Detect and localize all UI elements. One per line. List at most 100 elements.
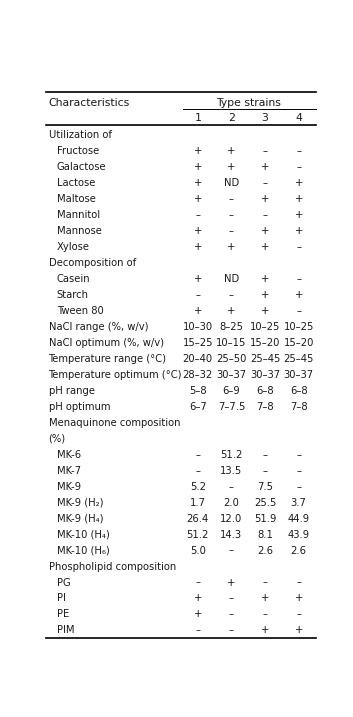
Text: –: –	[229, 594, 234, 604]
Text: 7–8: 7–8	[290, 402, 307, 412]
Text: –: –	[195, 450, 200, 460]
Text: –: –	[263, 450, 268, 460]
Text: Xylose: Xylose	[57, 242, 90, 252]
Text: –: –	[263, 465, 268, 475]
Text: +: +	[294, 210, 303, 220]
Text: –: –	[229, 609, 234, 619]
Text: MK-7: MK-7	[57, 465, 81, 475]
Text: 44.9: 44.9	[288, 513, 310, 523]
Text: PI: PI	[57, 594, 66, 604]
Text: 5.0: 5.0	[190, 546, 206, 556]
Text: 6–7: 6–7	[189, 402, 207, 412]
Text: +: +	[294, 625, 303, 635]
Text: 30–37: 30–37	[250, 370, 280, 380]
Text: MK-9 (H₂): MK-9 (H₂)	[57, 498, 103, 508]
Text: 30–37: 30–37	[216, 370, 246, 380]
Text: 6–8: 6–8	[290, 386, 307, 396]
Text: –: –	[229, 546, 234, 556]
Text: –: –	[195, 210, 200, 220]
Text: +: +	[294, 594, 303, 604]
Text: +: +	[227, 242, 235, 252]
Text: 10–15: 10–15	[216, 338, 247, 348]
Text: 5–8: 5–8	[189, 386, 207, 396]
Text: Phospholipid composition: Phospholipid composition	[48, 561, 176, 571]
Text: –: –	[263, 609, 268, 619]
Text: MK-10 (H₆): MK-10 (H₆)	[57, 546, 109, 556]
Text: 12.0: 12.0	[220, 513, 243, 523]
Text: Type strains: Type strains	[216, 98, 281, 108]
Text: –: –	[263, 577, 268, 587]
Text: 25–45: 25–45	[250, 353, 280, 364]
Text: 7.5: 7.5	[257, 482, 273, 492]
Text: 51.9: 51.9	[254, 513, 276, 523]
Text: 2.6: 2.6	[291, 546, 307, 556]
Text: –: –	[229, 194, 234, 204]
Text: –: –	[263, 178, 268, 188]
Text: Lactose: Lactose	[57, 178, 95, 188]
Text: –: –	[296, 450, 301, 460]
Text: –: –	[229, 226, 234, 236]
Text: Temperature optimum (°C): Temperature optimum (°C)	[48, 370, 182, 380]
Text: 3: 3	[262, 113, 269, 123]
Text: –: –	[229, 210, 234, 220]
Text: 26.4: 26.4	[187, 513, 209, 523]
Text: 14.3: 14.3	[220, 530, 243, 540]
Text: 10–30: 10–30	[183, 322, 213, 332]
Text: +: +	[193, 226, 202, 236]
Text: +: +	[193, 274, 202, 284]
Text: –: –	[263, 210, 268, 220]
Text: MK-10 (H₄): MK-10 (H₄)	[57, 530, 109, 540]
Text: 15–20: 15–20	[283, 338, 314, 348]
Text: +: +	[227, 306, 235, 315]
Text: PG: PG	[57, 577, 71, 587]
Text: pH optimum: pH optimum	[48, 402, 110, 412]
Text: ND: ND	[224, 274, 239, 284]
Text: +: +	[193, 194, 202, 204]
Text: –: –	[296, 242, 301, 252]
Text: –: –	[195, 625, 200, 635]
Text: 15–25: 15–25	[183, 338, 213, 348]
Text: +: +	[294, 178, 303, 188]
Text: 10–25: 10–25	[283, 322, 314, 332]
Text: Casein: Casein	[57, 274, 90, 284]
Text: 25.5: 25.5	[254, 498, 276, 508]
Text: –: –	[296, 146, 301, 156]
Text: –: –	[296, 306, 301, 315]
Text: (%): (%)	[48, 434, 66, 444]
Text: 28–32: 28–32	[183, 370, 213, 380]
Text: +: +	[193, 178, 202, 188]
Text: 7–8: 7–8	[256, 402, 274, 412]
Text: Maltose: Maltose	[57, 194, 96, 204]
Text: 7–7.5: 7–7.5	[218, 402, 245, 412]
Text: –: –	[296, 482, 301, 492]
Text: Mannose: Mannose	[57, 226, 102, 236]
Text: ND: ND	[224, 178, 239, 188]
Text: +: +	[261, 194, 269, 204]
Text: +: +	[261, 290, 269, 300]
Text: +: +	[227, 162, 235, 172]
Text: +: +	[193, 146, 202, 156]
Text: –: –	[229, 482, 234, 492]
Text: 20–40: 20–40	[183, 353, 213, 364]
Text: +: +	[193, 306, 202, 315]
Text: –: –	[296, 274, 301, 284]
Text: Mannitol: Mannitol	[57, 210, 100, 220]
Text: 25–45: 25–45	[283, 353, 314, 364]
Text: 25–50: 25–50	[216, 353, 247, 364]
Text: 43.9: 43.9	[288, 530, 310, 540]
Text: Galactose: Galactose	[57, 162, 106, 172]
Text: 5.2: 5.2	[190, 482, 206, 492]
Text: 8–25: 8–25	[219, 322, 243, 332]
Text: Fructose: Fructose	[57, 146, 99, 156]
Text: –: –	[263, 146, 268, 156]
Text: 1.7: 1.7	[190, 498, 206, 508]
Text: +: +	[227, 146, 235, 156]
Text: PE: PE	[57, 609, 69, 619]
Text: 6–8: 6–8	[256, 386, 274, 396]
Text: 2.0: 2.0	[223, 498, 239, 508]
Text: Utilization of: Utilization of	[48, 130, 112, 140]
Text: –: –	[296, 609, 301, 619]
Text: +: +	[261, 594, 269, 604]
Text: Temperature range (°C): Temperature range (°C)	[48, 353, 167, 364]
Text: +: +	[294, 290, 303, 300]
